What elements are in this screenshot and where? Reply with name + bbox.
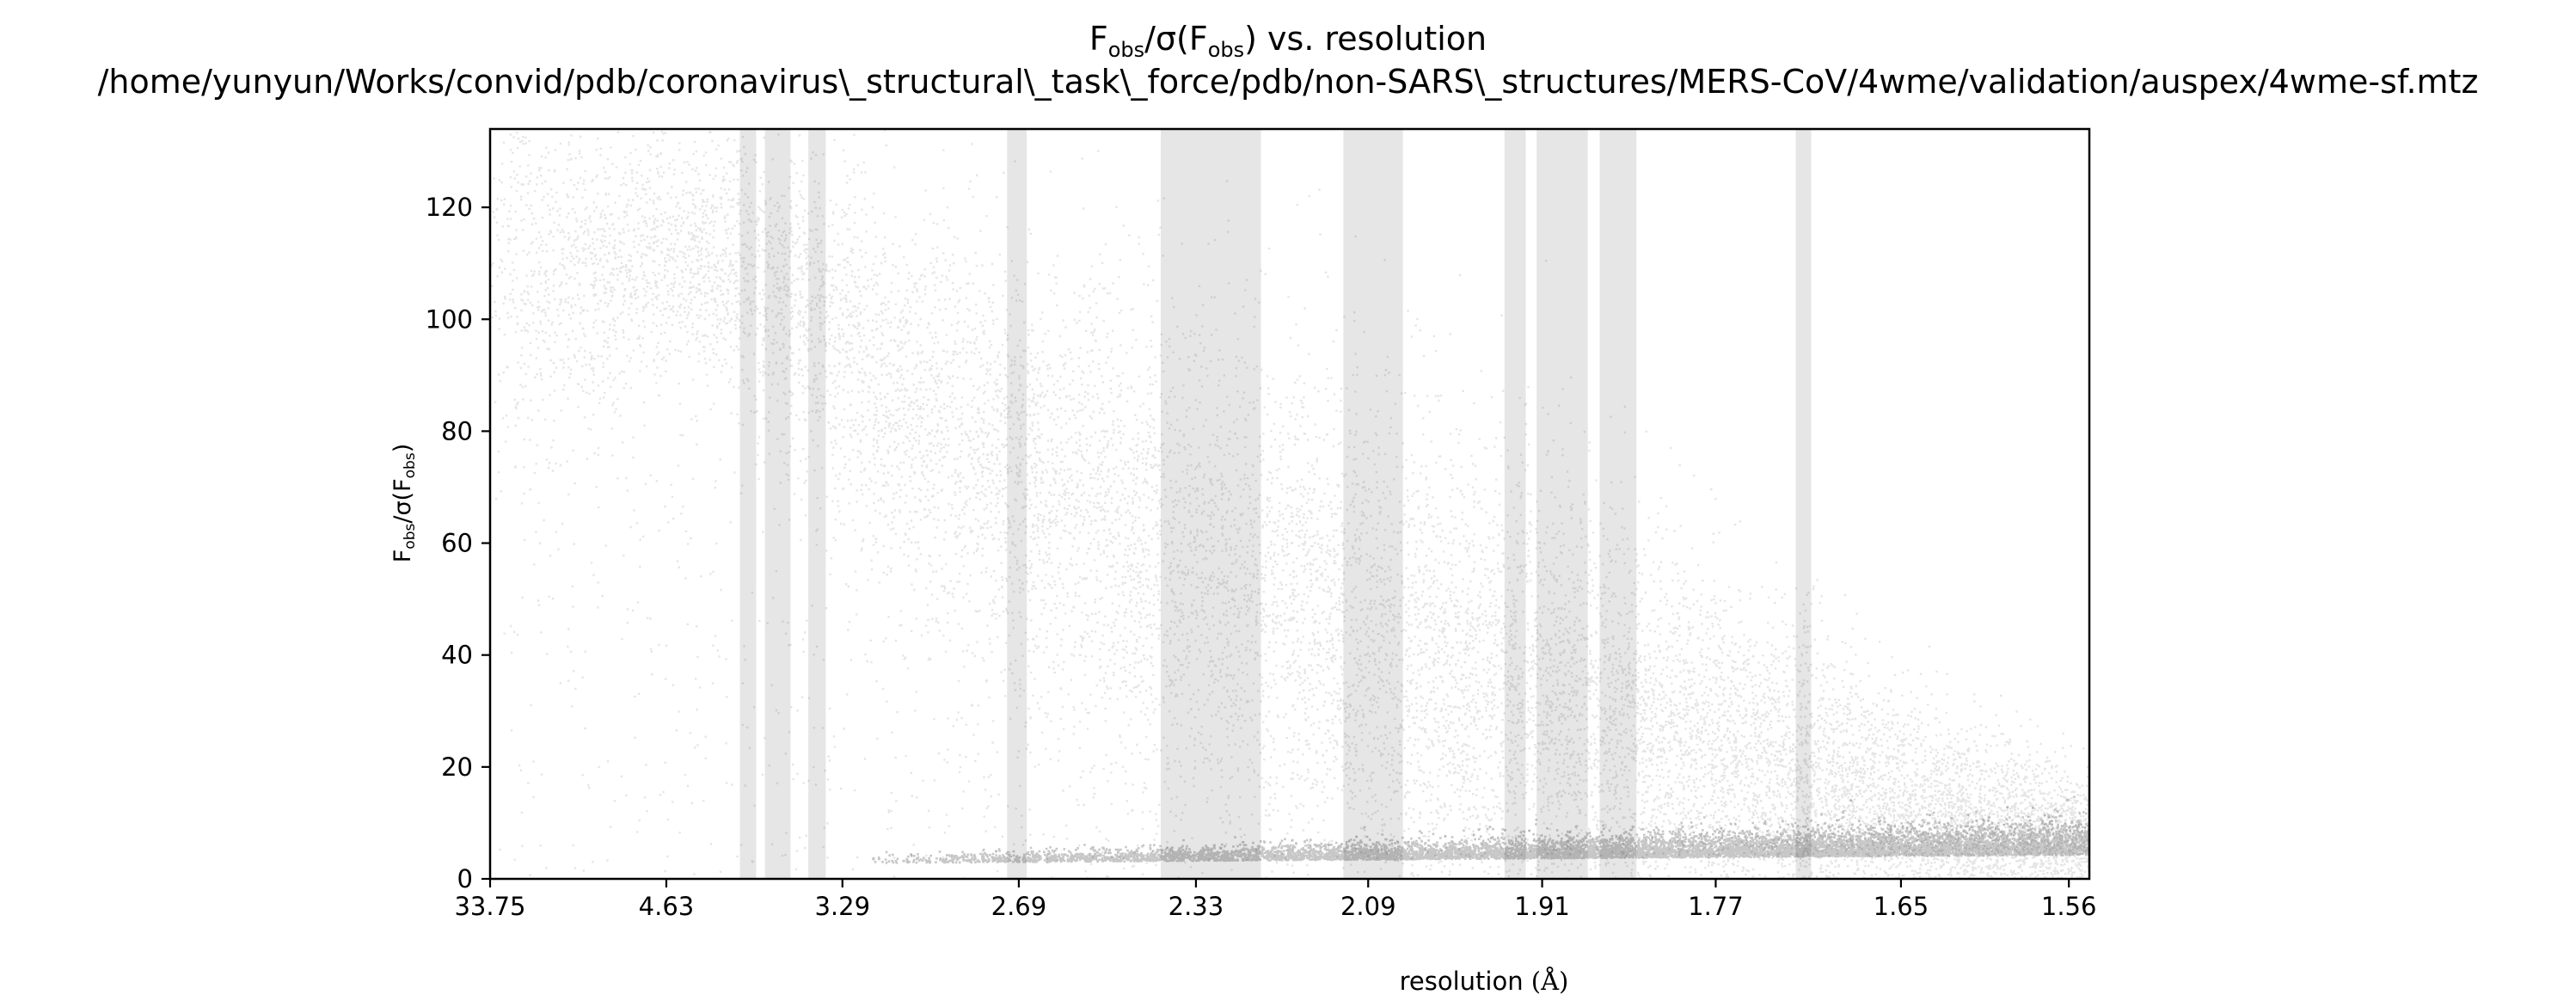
highlight-band-2	[764, 129, 791, 879]
highlight-band-1	[739, 129, 757, 879]
y-tick-label-40: 40	[441, 641, 473, 670]
scatter-baseline-cluster	[872, 795, 2089, 864]
title-subscript-2: obs	[1207, 38, 1245, 62]
x-axis-label: resolution (Å)	[684, 967, 2285, 996]
x-tick-label-9: 1.65	[1874, 892, 1929, 921]
ylabel-subscript-1: obs	[402, 523, 419, 550]
y-tick-label-20: 20	[441, 752, 473, 782]
y-tick-label-60: 60	[441, 529, 473, 558]
highlight-band-6	[1343, 129, 1403, 879]
x-tick-label-5: 2.33	[1168, 892, 1224, 921]
highlight-band-9	[1599, 129, 1637, 879]
highlight-band-10	[1795, 129, 1812, 879]
scatter-points	[490, 129, 2089, 879]
highlight-band-8	[1536, 129, 1588, 879]
x-axis-ticks: 33.75 4.63 3.29 2.69 2.33 2.09 1.91 1.77 1.65 1.5…	[454, 879, 2096, 921]
highlight-bands	[739, 129, 1812, 879]
x-tick-label-2: 4.63	[639, 892, 695, 921]
x-tick-label-6: 2.09	[1340, 892, 1396, 921]
y-tick-label-100: 100	[426, 304, 473, 334]
y-axis-ticks: 0 20 40 60 80 100 120	[426, 193, 490, 893]
title-part-3: ) vs. resolution	[1244, 20, 1487, 58]
title-part-1: F	[1089, 20, 1108, 58]
x-tick-label-3: 3.29	[814, 892, 870, 921]
y-tick-label-0: 0	[457, 864, 473, 893]
highlight-band-7	[1504, 129, 1526, 879]
y-axis-label: Fobs/σ(Fobs)	[389, 444, 419, 562]
ylabel-part-2: /σ(F	[389, 478, 416, 524]
x-tick-label-7: 1.91	[1514, 892, 1570, 921]
x-tick-label-8: 1.77	[1688, 892, 1744, 921]
chart-subtitle-path: /home/yunyun/Works/convid/pdb/coronaviru…	[97, 63, 2479, 101]
title-part-2: /σ(F	[1144, 20, 1208, 58]
ylabel-part-3: )	[389, 443, 416, 453]
scatter-cloud	[490, 129, 2089, 879]
highlight-band-4	[1007, 129, 1027, 879]
xlabel-text: resolution	[1399, 967, 1531, 996]
y-tick-label-120: 120	[426, 193, 473, 222]
plot-frame	[488, 127, 2091, 881]
chart-title: Fobs/σ(Fobs) vs. resolution	[0, 19, 2576, 70]
highlight-band-5	[1161, 129, 1261, 879]
ylabel-subscript-2: obs	[402, 452, 419, 479]
x-tick-label-4: 2.69	[991, 892, 1047, 921]
title-subscript-1: obs	[1107, 38, 1145, 62]
highlight-band-3	[808, 129, 826, 879]
x-tick-label-1: 33.75	[454, 892, 525, 921]
x-tick-label-10: 1.56	[2041, 892, 2097, 921]
y-tick-label-80: 80	[441, 416, 473, 445]
ylabel-part-1: F	[389, 549, 416, 563]
xlabel-unit: (Å)	[1530, 967, 1569, 996]
